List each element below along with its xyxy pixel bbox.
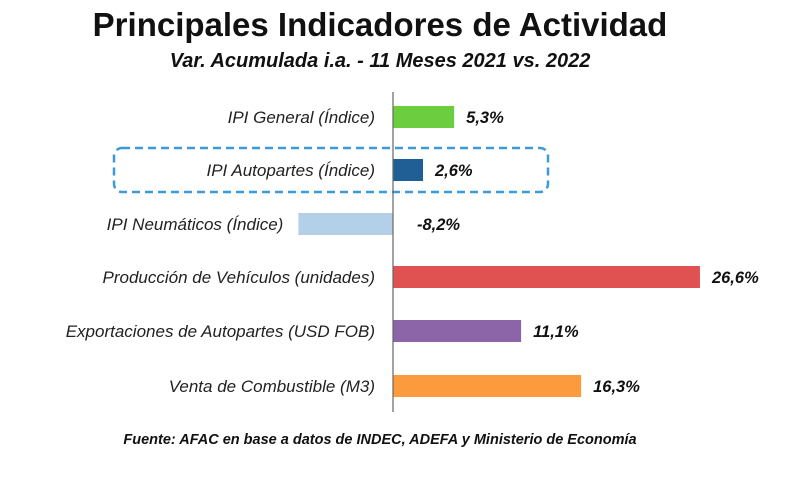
bar [393, 320, 522, 342]
category-label: Exportaciones de Autopartes (USD FOB) [66, 322, 375, 341]
bar [298, 213, 393, 235]
data-label: 2,6% [434, 162, 473, 180]
data-label: 16,3% [593, 378, 640, 396]
category-label: Venta de Combustible (M3) [169, 377, 375, 396]
data-label: 11,1% [533, 323, 579, 341]
source-note: Fuente: AFAC en base a datos de INDEC, A… [123, 432, 637, 448]
highlight-box [112, 146, 550, 194]
category-label: IPI General (Índice) [228, 108, 375, 127]
data-label: 5,3% [466, 109, 504, 127]
category-label: IPI Autopartes (Índice) [206, 161, 375, 180]
bar [393, 375, 582, 397]
data-label: 26,6% [711, 269, 759, 287]
bar [393, 266, 700, 288]
bar [393, 106, 455, 128]
bar [393, 159, 424, 181]
category-label: IPI Neumáticos (Índice) [107, 215, 284, 234]
chart-title: Principales Indicadores de Actividad [92, 6, 668, 43]
category-label: Producción de Vehículos (unidades) [103, 268, 375, 287]
chart-subtitle: Var. Acumulada i.a. - 11 Meses 2021 vs. … [169, 50, 591, 72]
data-label: -8,2% [417, 216, 460, 234]
